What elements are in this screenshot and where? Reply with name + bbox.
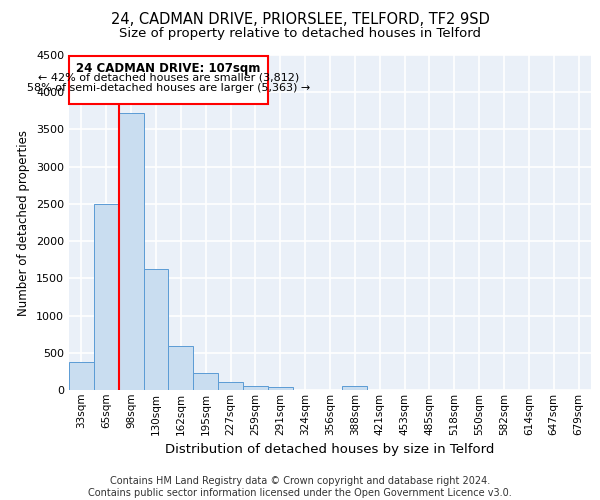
Bar bbox=[143, 268, 169, 390]
Bar bbox=[218, 382, 243, 390]
Bar bbox=[94, 204, 119, 390]
Bar bbox=[69, 362, 94, 390]
Text: 58% of semi-detached houses are larger (5,363) →: 58% of semi-detached houses are larger (… bbox=[27, 84, 310, 94]
Bar bbox=[343, 386, 367, 390]
Y-axis label: Number of detached properties: Number of detached properties bbox=[17, 130, 31, 316]
Text: Size of property relative to detached houses in Telford: Size of property relative to detached ho… bbox=[119, 28, 481, 40]
Text: Contains HM Land Registry data © Crown copyright and database right 2024.
Contai: Contains HM Land Registry data © Crown c… bbox=[88, 476, 512, 498]
Bar bbox=[119, 113, 143, 390]
Text: ← 42% of detached houses are smaller (3,812): ← 42% of detached houses are smaller (3,… bbox=[38, 73, 299, 83]
Text: 24, CADMAN DRIVE, PRIORSLEE, TELFORD, TF2 9SD: 24, CADMAN DRIVE, PRIORSLEE, TELFORD, TF… bbox=[110, 12, 490, 28]
Bar bbox=[268, 387, 293, 390]
Bar bbox=[70, 56, 268, 104]
Bar bbox=[243, 386, 268, 390]
Text: 24 CADMAN DRIVE: 107sqm: 24 CADMAN DRIVE: 107sqm bbox=[76, 62, 261, 74]
Bar bbox=[169, 346, 193, 390]
Bar bbox=[193, 373, 218, 390]
X-axis label: Distribution of detached houses by size in Telford: Distribution of detached houses by size … bbox=[166, 443, 494, 456]
